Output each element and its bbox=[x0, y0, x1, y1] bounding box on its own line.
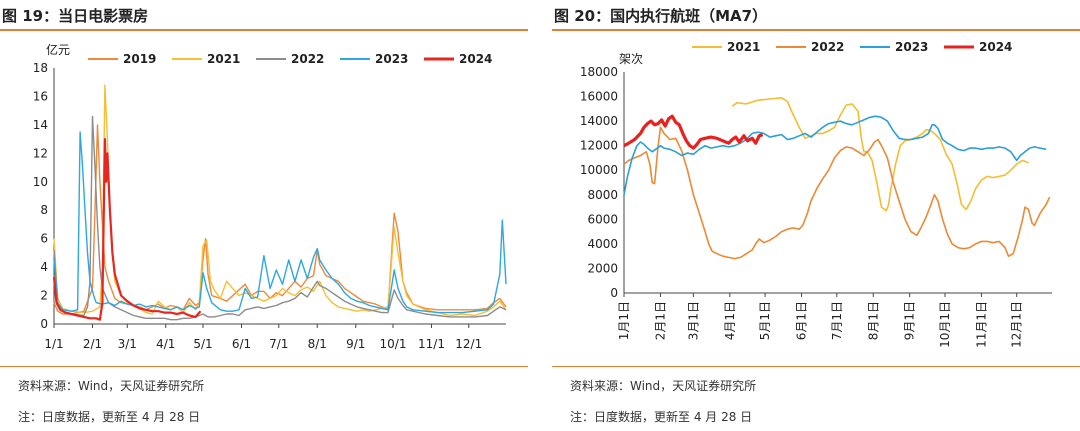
legend-label-2019: 2019 bbox=[123, 52, 156, 66]
y-tick-label-12000: 12000 bbox=[580, 139, 618, 153]
y-tick-label-4: 4 bbox=[40, 260, 48, 274]
x-tick-label-2: 2月1日 bbox=[653, 301, 667, 340]
series-line-2021 bbox=[53, 84, 507, 317]
x-tick-label-7: 7/1 bbox=[269, 337, 288, 351]
series-line-2024 bbox=[52, 138, 202, 321]
box-office-note: 注：日度数据，更新至 4 月 28 日 bbox=[18, 410, 201, 424]
x-tick-label-7: 7月1日 bbox=[830, 301, 844, 340]
x-tick-label-11: 11/1 bbox=[418, 337, 445, 351]
y-tick-label-2: 2 bbox=[40, 289, 48, 303]
x-tick-label-3: 3月1日 bbox=[686, 301, 700, 340]
title-rule bbox=[552, 29, 1080, 31]
legend-label-2024: 2024 bbox=[979, 40, 1012, 54]
box-office-panel: 图 19：当日电影票房 亿元 0 2 4 6 8 10 12 14 16 18 1/1 2/1 3/1 4/… bbox=[0, 0, 528, 431]
flights-chart: 架次 0 2000 4000 6000 8000 10000 12000 14000 16000 1… bbox=[580, 40, 1052, 348]
series-line-2023 bbox=[623, 115, 1047, 195]
legend-label-2022: 2022 bbox=[291, 52, 324, 66]
x-tick-label-9: 9月1日 bbox=[903, 301, 917, 340]
x-tick-label-6: 6/1 bbox=[232, 337, 251, 351]
y-axis-unit-label: 架次 bbox=[619, 52, 643, 66]
flights-chart-title: 图 20：国内执行航班（MA7） bbox=[554, 7, 768, 25]
x-tick-label-10: 10/1 bbox=[380, 337, 407, 351]
y-tick-label-8000: 8000 bbox=[587, 188, 618, 202]
x-tick-label-2: 2/1 bbox=[83, 337, 102, 351]
x-tick-label-6: 6月1日 bbox=[795, 301, 809, 340]
y-tick-label-0: 0 bbox=[610, 286, 618, 300]
footer-rule bbox=[0, 366, 528, 367]
y-tick-label-6: 6 bbox=[40, 232, 48, 246]
legend-label-2021: 2021 bbox=[207, 52, 240, 66]
x-tick-label-12: 12/1 bbox=[455, 337, 482, 351]
box-office-chart-title: 图 19：当日电影票房 bbox=[2, 7, 149, 25]
x-tick-label-9: 9/1 bbox=[346, 337, 365, 351]
y-tick-label-14000: 14000 bbox=[580, 114, 618, 128]
y-tick-label-18000: 18000 bbox=[580, 65, 618, 79]
x-tick-label-1: 1/1 bbox=[44, 337, 63, 351]
y-tick-label-0: 0 bbox=[40, 317, 48, 331]
x-tick-label-4: 4月1日 bbox=[723, 301, 737, 340]
y-tick-label-2000: 2000 bbox=[587, 261, 618, 275]
y-tick-label-4000: 4000 bbox=[587, 237, 618, 251]
y-tick-label-14: 14 bbox=[33, 118, 48, 132]
x-tick-label-5: 5月1日 bbox=[758, 301, 772, 340]
footer-rule bbox=[552, 366, 1080, 367]
flights-source: 资料来源：Wind，天风证券研究所 bbox=[570, 379, 757, 393]
x-tick-label-3: 3/1 bbox=[118, 337, 137, 351]
flights-note: 注：日度数据，更新至 4 月 28 日 bbox=[570, 410, 753, 424]
y-tick-label-8: 8 bbox=[40, 203, 48, 217]
y-tick-label-16000: 16000 bbox=[580, 90, 618, 104]
title-rule bbox=[0, 29, 528, 31]
box-office-source: 资料来源：Wind，天风证券研究所 bbox=[18, 379, 205, 393]
y-tick-label-10000: 10000 bbox=[580, 163, 618, 177]
y-tick-label-10: 10 bbox=[33, 175, 48, 189]
y-axis-unit-label: 亿元 bbox=[46, 42, 70, 57]
series-line-2022 bbox=[53, 115, 507, 321]
x-tick-label-12: 12月1日 bbox=[1010, 301, 1024, 348]
x-tick-label-5: 5/1 bbox=[193, 337, 212, 351]
series-line-2022 bbox=[623, 126, 1051, 260]
series-line-2019 bbox=[53, 124, 507, 315]
legend-label-2024: 2024 bbox=[459, 52, 492, 66]
series-line-2024 bbox=[623, 114, 764, 150]
y-tick-label-16: 16 bbox=[33, 89, 48, 103]
x-tick-label-10: 10月1日 bbox=[938, 301, 952, 348]
y-tick-label-12: 12 bbox=[33, 146, 48, 160]
y-tick-label-18: 18 bbox=[33, 61, 48, 75]
series-line-2021 bbox=[731, 97, 1029, 212]
x-tick-label-8: 8/1 bbox=[308, 337, 327, 351]
x-tick-label-1: 1月1日 bbox=[617, 301, 631, 340]
legend-label-2023: 2023 bbox=[895, 40, 928, 54]
legend-label-2023: 2023 bbox=[375, 52, 408, 66]
y-tick-label-6000: 6000 bbox=[587, 212, 618, 226]
box-office-chart: 亿元 0 2 4 6 8 10 12 14 16 18 1/1 2/1 3/1 4/1 5/1 6/1 7/1 8/… bbox=[33, 42, 507, 351]
legend-label-2022: 2022 bbox=[811, 40, 844, 54]
x-tick-label-8: 8月1日 bbox=[866, 301, 880, 340]
series-line-2023 bbox=[53, 131, 507, 314]
x-tick-label-11: 11月1日 bbox=[974, 301, 988, 348]
legend-label-2021: 2021 bbox=[727, 40, 760, 54]
x-tick-label-4: 4/1 bbox=[156, 337, 175, 351]
flights-panel: 图 20：国内执行航班（MA7） 架次 0 2000 4000 6000 8000 1000… bbox=[552, 0, 1080, 431]
